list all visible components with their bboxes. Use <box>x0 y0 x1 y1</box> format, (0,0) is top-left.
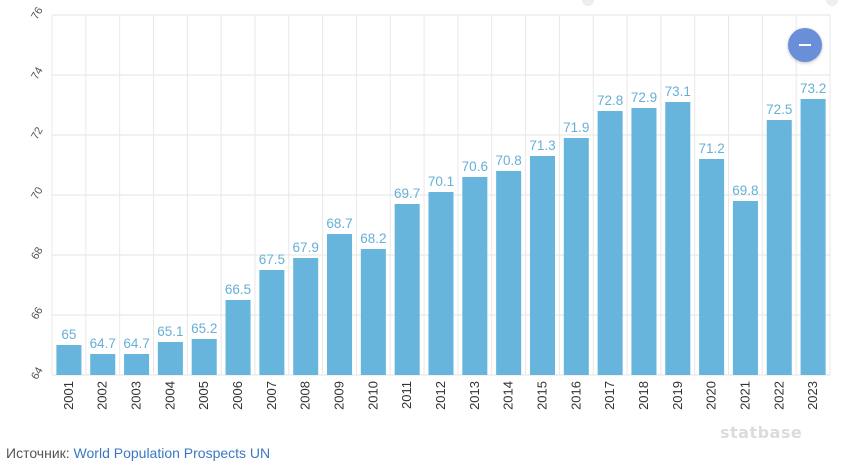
bar-2003[interactable] <box>124 354 150 375</box>
watermark-logo: statbase <box>720 423 802 442</box>
x-tick-label: 2002 <box>95 381 110 410</box>
data-label: 68.2 <box>360 231 386 246</box>
x-tick-label: 2001 <box>61 381 76 410</box>
bar-2020[interactable] <box>699 159 725 375</box>
x-tick-label: 2014 <box>501 381 516 410</box>
x-tick-label: 2005 <box>196 381 211 410</box>
decorative-dot <box>826 0 838 6</box>
x-tick-label: 2010 <box>365 381 380 410</box>
x-tick-label: 2016 <box>568 381 583 410</box>
bar-2010[interactable] <box>360 249 386 375</box>
x-tick-label: 2022 <box>771 381 786 410</box>
data-label: 65 <box>61 327 76 342</box>
bar-chart: 65 64.7 64.7 65.1 65.2 66.5 67.5 67.9 68.7 68.2 69… <box>29 5 831 410</box>
source-line: Источник: World Population Prospects UN <box>6 445 270 461</box>
x-tick-label: 2011 <box>399 381 414 409</box>
data-label: 67.5 <box>259 252 285 267</box>
bar-2008[interactable] <box>293 258 319 375</box>
x-tick-label: 2003 <box>129 381 144 410</box>
data-label: 71.3 <box>529 138 555 153</box>
x-tick-label: 2013 <box>467 381 482 410</box>
x-tick-label: 2021 <box>737 381 752 410</box>
watermark-text: statbase <box>720 423 803 442</box>
bar-2022[interactable] <box>766 120 792 375</box>
data-label: 70.6 <box>462 159 488 174</box>
x-tick-label: 2019 <box>670 381 685 410</box>
y-tick-label: 74 <box>29 65 46 82</box>
x-tick-label: 2023 <box>805 381 820 410</box>
bar-2012[interactable] <box>428 192 454 375</box>
bars <box>56 99 826 375</box>
collapse-button[interactable] <box>788 28 822 62</box>
bar-2021[interactable] <box>732 201 758 375</box>
source-link[interactable]: World Population Prospects UN <box>73 445 271 461</box>
y-tick-label: 76 <box>29 5 46 22</box>
bar-2009[interactable] <box>327 234 353 375</box>
x-tick-label: 2012 <box>433 381 448 410</box>
bar-2005[interactable] <box>191 339 217 375</box>
y-tick-label: 64 <box>29 365 46 382</box>
data-label: 70.8 <box>496 153 522 168</box>
data-label: 70.1 <box>428 174 454 189</box>
bar-2017[interactable] <box>597 111 623 375</box>
data-label: 67.9 <box>293 240 319 255</box>
decorative-dot <box>582 0 594 6</box>
data-label: 71.2 <box>698 141 724 156</box>
data-label: 65.2 <box>191 321 217 336</box>
bar-2019[interactable] <box>665 102 691 375</box>
data-label: 64.7 <box>123 336 149 351</box>
y-axis: 64 66 68 70 72 74 76 <box>29 5 46 382</box>
bar-2006[interactable] <box>225 300 251 375</box>
data-label: 72.9 <box>631 90 657 105</box>
bar-2014[interactable] <box>496 171 522 375</box>
y-tick-label: 66 <box>29 305 46 322</box>
grid <box>51 14 831 376</box>
bar-2023[interactable] <box>800 99 826 375</box>
data-label: 64.7 <box>90 336 116 351</box>
bar-2013[interactable] <box>462 177 488 375</box>
bar-2004[interactable] <box>157 342 183 375</box>
data-label: 69.7 <box>394 186 420 201</box>
x-tick-label: 2018 <box>636 381 651 410</box>
x-tick-label: 2015 <box>534 381 549 410</box>
x-tick-label: 2007 <box>264 381 279 410</box>
x-tick-label: 2004 <box>162 381 177 410</box>
data-label: 65.1 <box>157 324 183 339</box>
y-tick-label: 68 <box>29 245 46 262</box>
bar-2015[interactable] <box>529 156 555 375</box>
data-label: 66.5 <box>225 282 251 297</box>
data-label: 73.1 <box>665 84 691 99</box>
y-tick-label: 72 <box>29 125 46 142</box>
x-tick-label: 2009 <box>332 381 347 410</box>
data-label: 72.5 <box>766 102 792 117</box>
minus-icon <box>799 44 811 46</box>
data-label: 73.2 <box>800 81 826 96</box>
source-prefix: Источник: <box>6 445 70 461</box>
x-axis: 2001 2002 2003 2004 2005 2006 2007 2008 2009 2010… <box>61 381 820 410</box>
x-tick-label: 2008 <box>298 381 313 410</box>
x-tick-label: 2020 <box>704 381 719 410</box>
x-tick-label: 2006 <box>230 381 245 410</box>
data-label: 69.8 <box>732 183 758 198</box>
data-label: 68.7 <box>326 216 352 231</box>
y-tick-label: 70 <box>29 185 46 202</box>
bar-2016[interactable] <box>563 138 589 375</box>
data-label: 72.8 <box>597 93 623 108</box>
bar-2018[interactable] <box>631 108 657 375</box>
bar-2001[interactable] <box>56 345 82 375</box>
bar-2011[interactable] <box>394 204 420 375</box>
data-label: 71.9 <box>563 120 589 135</box>
x-tick-label: 2017 <box>602 381 617 410</box>
bar-2002[interactable] <box>90 354 116 375</box>
bar-2007[interactable] <box>259 270 285 375</box>
data-labels: 65 64.7 64.7 65.1 65.2 66.5 67.5 67.9 68.7 68.2 69… <box>61 81 826 351</box>
